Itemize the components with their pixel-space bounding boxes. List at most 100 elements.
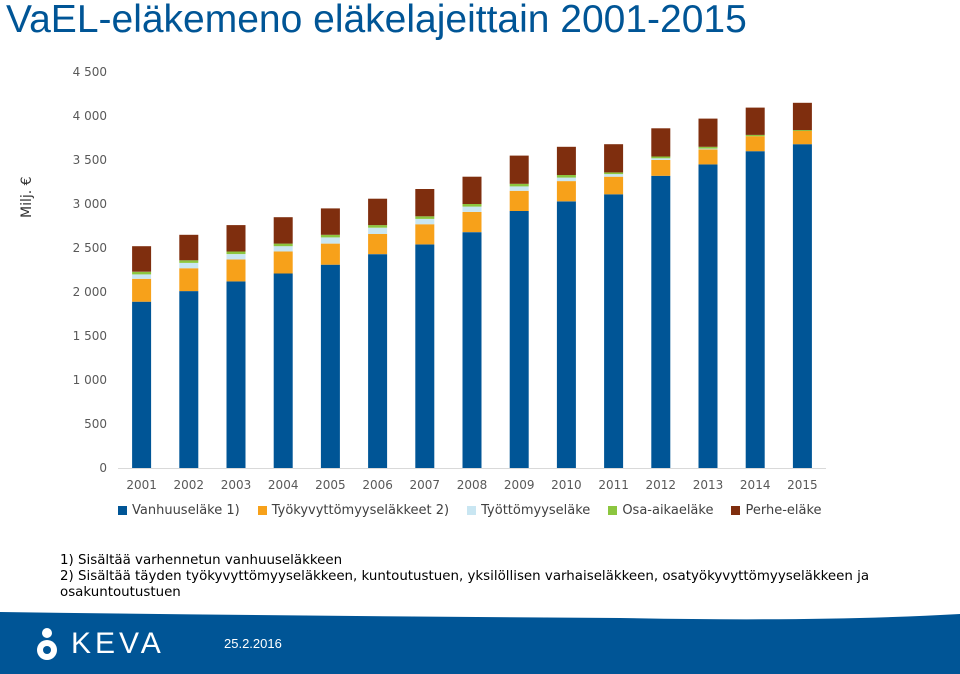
bar-segment-2015-series-1 — [792, 144, 812, 468]
footnote-2: 2) Sisältää täyden työkyvyttömyyseläkkee… — [60, 569, 870, 600]
bar-segment-2008-series-5 — [462, 176, 482, 204]
bar-segment-2010-series-4 — [556, 175, 576, 178]
bar-segment-2008-series-3 — [462, 206, 482, 212]
bar-segment-2004-series-2 — [273, 251, 293, 274]
bar-segment-2001-series-4 — [132, 271, 152, 275]
bar-segment-2003-series-5 — [226, 225, 246, 252]
bar-segment-2006-series-5 — [368, 198, 388, 226]
page-title: VaEL-eläkemeno eläkelajeittain 2001-2015 — [6, 0, 747, 41]
bar-segment-2008-series-1 — [462, 232, 482, 468]
legend-item: Työkyvyttömyyseläkkeet 2) — [257, 503, 450, 518]
bar-segment-2010-series-5 — [556, 146, 576, 175]
x-tick-label: 2006 — [362, 478, 393, 492]
footer-band — [0, 612, 960, 674]
bar-segment-2002-series-4 — [179, 260, 199, 263]
bar-segment-2012-series-4 — [651, 156, 671, 159]
x-tick-label: 2012 — [646, 478, 677, 492]
bar-segment-2005-series-5 — [320, 208, 340, 235]
keva-logo-mark-icon — [37, 628, 57, 660]
bar-segment-2013-series-2 — [698, 149, 718, 165]
legend-label: Perhe-eläke — [745, 503, 822, 518]
bar-segment-2003-series-4 — [226, 251, 246, 255]
bar-segment-2006-series-2 — [368, 233, 388, 255]
bar-segment-2001-series-1 — [132, 301, 152, 468]
bar-segment-2012-series-1 — [651, 175, 671, 469]
legend-swatch — [608, 506, 618, 515]
bar-segment-2012-series-2 — [651, 160, 671, 176]
footnote-1: 1) Sisältää varhennetun vanhuuseläkkeen — [60, 553, 343, 568]
bar-segment-2013-series-4 — [698, 146, 718, 149]
x-tick-label: 2010 — [551, 478, 582, 492]
legend-swatch — [118, 506, 127, 515]
legend-label: Työkyvyttömyyseläkkeet 2) — [271, 503, 450, 518]
y-tick-label: 500 — [84, 417, 107, 431]
bar-segment-2003-series-2 — [226, 259, 246, 282]
y-tick-label: 3 500 — [73, 153, 107, 167]
bar-segment-2015-series-5 — [792, 102, 812, 131]
legend-item: Työttömyyseläke — [467, 503, 590, 518]
bar-segment-2014-series-4 — [745, 134, 765, 137]
y-tick-label: 1 000 — [73, 373, 107, 387]
bar-segment-2002-series-3 — [179, 263, 199, 269]
bar-segment-2005-series-1 — [320, 264, 340, 468]
x-tick-label: 2013 — [693, 478, 724, 492]
bar-segment-2014-series-1 — [745, 151, 765, 468]
legend-label: Vanhuuseläke 1) — [132, 503, 240, 518]
footnotes: 1) Sisältää varhennetun vanhuuseläkkeen … — [60, 553, 920, 601]
bar-segment-2009-series-5 — [509, 155, 529, 184]
legend-swatch — [731, 506, 741, 515]
x-tick-label: 2003 — [221, 478, 252, 492]
legend-item: Perhe-eläke — [731, 503, 822, 518]
bar-segment-2011-series-2 — [604, 176, 624, 195]
bar-segment-2012-series-5 — [651, 128, 671, 157]
logo-wordmark: KEVA — [71, 627, 165, 660]
y-tick-label: 4 000 — [73, 109, 107, 123]
bar-segment-2006-series-3 — [368, 227, 388, 234]
bar-segment-2005-series-3 — [320, 237, 340, 244]
bar-segment-2001-series-2 — [132, 278, 152, 302]
y-tick-label: 0 — [99, 461, 107, 475]
bar-segment-2004-series-4 — [273, 243, 293, 247]
bar-segment-2014-series-5 — [745, 107, 765, 135]
bar-segment-2007-series-5 — [415, 189, 435, 217]
bar-segment-2007-series-1 — [415, 244, 435, 468]
bar-segment-2010-series-2 — [556, 181, 576, 202]
x-tick-label: 2009 — [504, 478, 535, 492]
x-tick-label: 2001 — [126, 478, 157, 492]
bar-segment-2013-series-5 — [698, 118, 718, 147]
bar-segment-2010-series-3 — [556, 177, 576, 182]
bar-segment-2011-series-1 — [604, 194, 624, 469]
bar-segment-2009-series-1 — [509, 211, 529, 468]
x-tick-label: 2008 — [457, 478, 488, 492]
bar-segment-2010-series-1 — [556, 201, 576, 468]
x-tick-label: 2014 — [740, 478, 771, 492]
x-tick-label: 2004 — [268, 478, 299, 492]
bar-segment-2007-series-4 — [415, 216, 435, 219]
bar-segment-2007-series-2 — [415, 224, 435, 245]
bar-segment-2011-series-3 — [604, 174, 624, 177]
bar-segment-2009-series-3 — [509, 186, 529, 191]
legend-label: Työttömyyseläke — [481, 503, 591, 518]
bar-segment-2005-series-2 — [320, 243, 340, 265]
bar-segment-2015-series-4 — [792, 130, 812, 131]
bar-segment-2005-series-4 — [320, 234, 340, 238]
y-tick-label: 4 500 — [73, 65, 107, 79]
bar-segment-2011-series-4 — [604, 172, 624, 175]
bar-segment-2007-series-3 — [415, 219, 435, 225]
legend-item: Osa-aikaeläke — [608, 503, 713, 518]
bar-segment-2004-series-5 — [273, 217, 293, 244]
bar-segment-2006-series-4 — [368, 225, 388, 228]
footer-date: 25.2.2016 — [224, 636, 282, 651]
legend-label: Osa-aikaeläke — [622, 503, 714, 518]
y-tick-label: 2 500 — [73, 241, 107, 255]
bar-segment-2009-series-2 — [509, 190, 529, 211]
y-tick-label: 2 000 — [73, 285, 107, 299]
y-tick-label: 3 000 — [73, 197, 107, 211]
bar-segment-2002-series-5 — [179, 234, 199, 261]
bar-segment-2008-series-4 — [462, 204, 482, 207]
legend-swatch — [467, 506, 477, 515]
chart-legend: Vanhuuseläke 1) Työkyvyttömyyseläkkeet 2)… — [118, 503, 822, 518]
y-axis-label: Milj. € — [19, 176, 35, 218]
bar-segment-2008-series-2 — [462, 211, 482, 233]
legend-swatch — [257, 506, 267, 515]
